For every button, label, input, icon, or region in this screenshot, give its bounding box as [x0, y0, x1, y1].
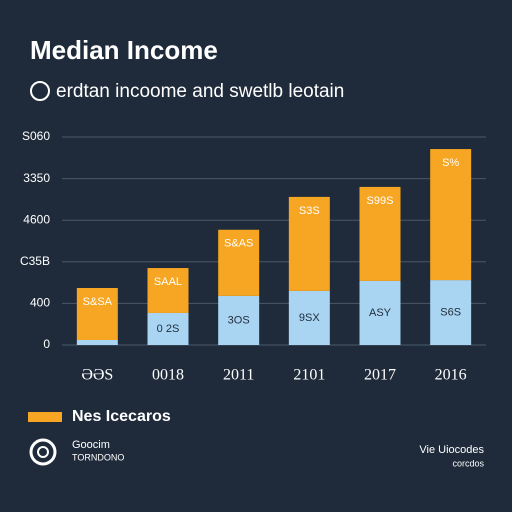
- x-tick-label: 2017: [364, 367, 396, 384]
- bar-segment: [218, 295, 260, 345]
- bar-segment: [218, 229, 260, 296]
- y-tick-label: 3350: [23, 171, 50, 185]
- footer-right-1: Vie Uiocodes: [419, 444, 484, 456]
- value-label: 0 2S: [157, 323, 180, 335]
- bar-segment: [359, 280, 401, 345]
- legend-label: Nes Icecaros: [72, 408, 171, 425]
- bar-segment: [288, 290, 330, 345]
- value-label: S6S: [440, 306, 461, 318]
- y-tick-label: S060: [22, 129, 50, 143]
- x-tick-label: 2101: [293, 367, 325, 384]
- subtitle-icon: [30, 81, 50, 101]
- x-tick-label: ƏƏS: [81, 367, 113, 384]
- y-tick-label: 400: [30, 296, 50, 310]
- y-tick-label: 4600: [23, 212, 50, 226]
- x-tick-label: 2016: [435, 367, 467, 384]
- value-label: S%: [442, 157, 459, 169]
- x-tick-label: 0018: [152, 367, 184, 384]
- bar-segment: [430, 149, 472, 281]
- bar-segment: [359, 186, 401, 281]
- x-tick-label: 2011: [223, 367, 254, 384]
- value-label: 9SX: [299, 312, 320, 324]
- value-label: 3OS: [228, 314, 250, 326]
- value-label: S&SA: [83, 296, 113, 308]
- bar-segment: [76, 288, 118, 341]
- value-label: ASY: [369, 307, 392, 319]
- bar-segment: [430, 280, 472, 345]
- value-label: S&AS: [224, 238, 253, 250]
- bar-segment: [147, 312, 189, 345]
- chart-title: Median Income: [30, 35, 218, 65]
- footer-left-2: TORNDONO: [72, 452, 124, 462]
- footer-left-1: Goocim: [72, 439, 110, 451]
- footer-logo: [29, 438, 57, 466]
- chart-subtitle: erdtan incoome and swetlb leotain: [56, 81, 344, 102]
- y-tick-label: 0: [43, 337, 50, 351]
- value-label: SAAL: [154, 276, 182, 288]
- bar-segment: [76, 340, 118, 345]
- bar-segment: [288, 196, 330, 291]
- bar-segment: [147, 268, 189, 313]
- value-label: S3S: [299, 205, 320, 217]
- value-label: S99S: [367, 195, 394, 207]
- footer-right-2: corcdos: [452, 458, 484, 468]
- legend-swatch: [28, 412, 62, 422]
- y-tick-label: C35B: [20, 254, 50, 268]
